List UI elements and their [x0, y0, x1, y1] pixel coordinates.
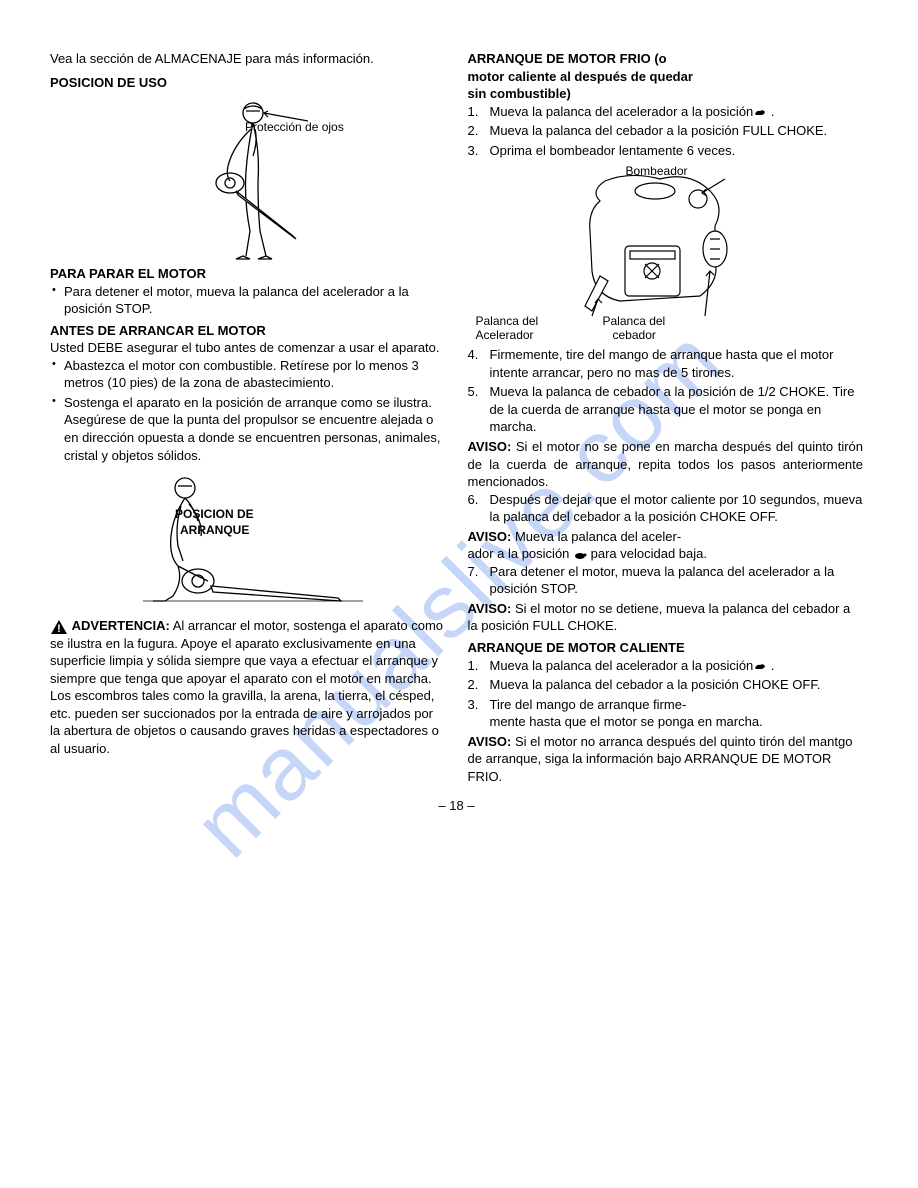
heading-posicion-uso: POSICION DE USO [50, 74, 446, 92]
hot-step-2: 2.Mueva la palanca del cebador a la posi… [468, 676, 864, 694]
heading-antes-arrancar: ANTES DE ARRANCAR EL MOTOR [50, 322, 446, 340]
fig1-label: Protección de ojos [245, 119, 344, 135]
bullet-sostenga: Sostenga el aparato en la posición de ar… [50, 394, 446, 464]
page-number: – 18 – [50, 797, 863, 815]
figure2-svg [123, 466, 373, 611]
hot-step-3b: mente hasta que el motor se ponga en mar… [490, 714, 763, 729]
aviso4-label: AVISO: [468, 734, 512, 749]
cold-step-2: 2.Mueva la palanca del cebador a la posi… [468, 122, 864, 140]
aviso2b: ador a la posición [468, 546, 574, 561]
page-content: Vea la sección de ALMACENAJE para más in… [50, 50, 863, 815]
right-column: ARRANQUE DE MOTOR FRIO (o motor caliente… [468, 50, 864, 785]
figure-engine-svg [550, 161, 780, 346]
aviso4: AVISO: Si el motor no arranca después de… [468, 733, 864, 786]
heading-arranque-frio-a: ARRANQUE DE MOTOR FRIO (o [468, 50, 864, 68]
aviso3: AVISO: Si el motor no se detiene, mueva … [468, 600, 864, 635]
intro-text: Vea la sección de ALMACENAJE para más in… [50, 50, 446, 68]
heading-arranque-frio-c: sin combustible) [468, 85, 864, 103]
left-column: Vea la sección de ALMACENAJE para más in… [50, 50, 446, 785]
fig2-label2: ARRANQUE [180, 522, 249, 538]
cold-step-7-text: Para detener el motor, mueva la palanca … [490, 564, 835, 597]
figure1-svg [158, 91, 378, 261]
fig-bombeador: Bombeador [626, 163, 688, 179]
warning-label-text: ADVERTENCIA: [72, 618, 170, 633]
figure-start-position: POSICION DE ARRANQUE [50, 466, 446, 611]
aviso1-label: AVISO: [468, 439, 512, 454]
svg-text:!: ! [57, 623, 61, 635]
aviso2c: para velocidad baja. [587, 546, 707, 561]
cold-step-1b: . [767, 104, 774, 119]
cold-step-4-text: Firmemente, tire del mango de arranque h… [490, 347, 834, 380]
cold-step-6: 6.Después de dejar que el motor caliente… [468, 491, 864, 526]
figure-engine: Bombeador Palanca del Acelerador Palanca… [468, 161, 864, 346]
aviso2: AVISO: Mueva la palanca del aceler-ador … [468, 528, 864, 563]
hot-step-2-text: Mueva la palanca del cebador a la posici… [490, 677, 821, 692]
cold-step-3: 3.Oprima el bombeador lentamente 6 veces… [468, 142, 864, 160]
figure-usage-position: Protección de ojos [90, 91, 446, 261]
cold-step-1: 1.Mueva la palanca del acelerador a la p… [468, 103, 864, 121]
hot-step-1a: Mueva la palanca del acelerador a la pos… [490, 658, 754, 673]
turtle-icon [573, 550, 587, 560]
cold-step-4: 4.Firmemente, tire del mango de arranque… [468, 346, 864, 381]
cold-step-7: 7.Para detener el motor, mueva la palanc… [468, 563, 864, 598]
aviso2a: Mueva la palanca del aceler- [511, 529, 681, 544]
aviso3-label: AVISO: [468, 601, 512, 616]
hot-step-3a: Tire del mango de arranque firme- [490, 697, 687, 712]
rabbit-icon-2 [753, 661, 767, 671]
fig-cebador2: cebador [613, 327, 656, 343]
aviso3-text: Si el motor no se detiene, mueva la pala… [468, 601, 851, 634]
warning-icon: ! [50, 619, 68, 635]
aviso1-text: Si el motor no se pone en marcha después… [468, 439, 864, 489]
bullet-stop: Para detener el motor, mueva la palanca … [50, 283, 446, 318]
fig-acelerador2: Acelerador [476, 327, 534, 343]
cold-step-2-text: Mueva la palanca del cebador a la posici… [490, 123, 828, 138]
cold-step-5-text: Mueva la palanca de cebador a la posició… [490, 384, 855, 434]
heading-arranque-caliente: ARRANQUE DE MOTOR CALIENTE [468, 639, 864, 657]
cold-step-3-text: Oprima el bombeador lentamente 6 veces. [490, 143, 736, 158]
cold-step-1a: Mueva la palanca del acelerador a la pos… [490, 104, 754, 119]
heading-arranque-frio-b: motor caliente al después de quedar [468, 68, 864, 86]
cold-step-5: 5.Mueva la palanca de cebador a la posic… [468, 383, 864, 436]
warning-text: Al arrancar el motor, sostenga el aparat… [50, 618, 443, 756]
heading-parar-motor: PARA PARAR EL MOTOR [50, 265, 446, 283]
text-debe-asegurar: Usted DEBE asegurar el tubo antes de com… [50, 339, 446, 357]
aviso1: AVISO: Si el motor no se pone en marcha … [468, 438, 864, 491]
hot-step-1b: . [767, 658, 774, 673]
cold-step-6-text: Después de dejar que el motor caliente p… [490, 492, 863, 525]
aviso4-text: Si el motor no arranca después del quint… [468, 734, 853, 784]
warning-paragraph: ! ADVERTENCIA: Al arrancar el motor, sos… [50, 617, 446, 757]
bullet-abastezca: Abastezca el motor con combustible. Retí… [50, 357, 446, 392]
hot-step-3: 3.Tire del mango de arranque firme-mente… [468, 696, 864, 731]
rabbit-icon [753, 107, 767, 117]
hot-step-1: 1.Mueva la palanca del acelerador a la p… [468, 657, 864, 675]
fig2-label1: POSICION DE [175, 506, 254, 522]
aviso2-label: AVISO: [468, 529, 512, 544]
